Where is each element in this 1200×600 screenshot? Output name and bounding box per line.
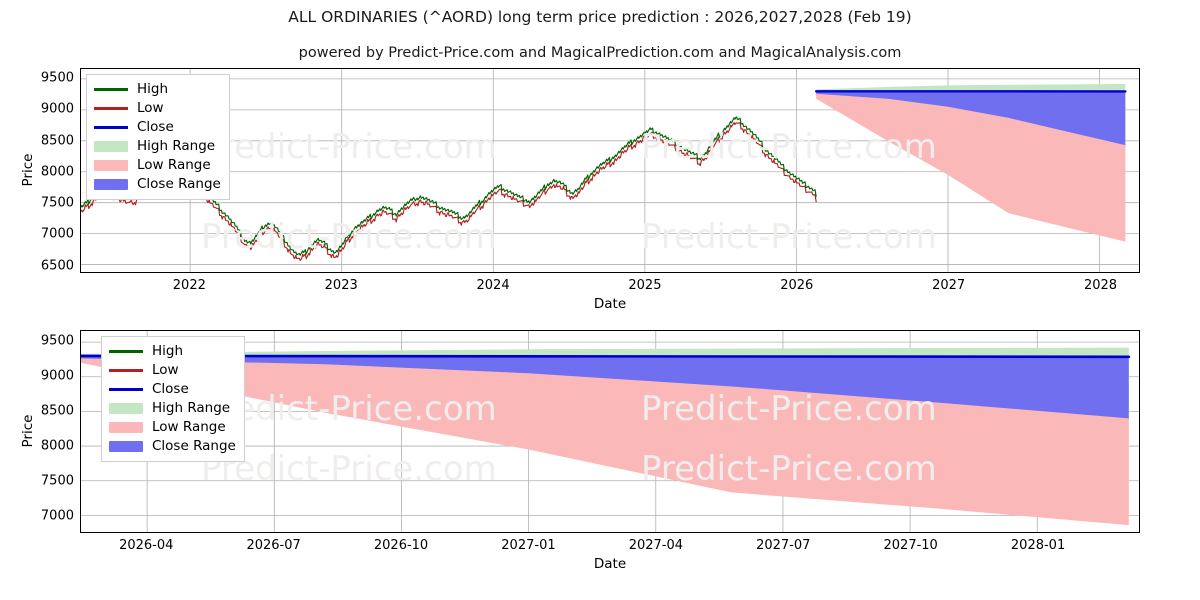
legend-item-low-top[interactable]: Low <box>94 99 221 118</box>
legend-swatch-line-icon <box>94 103 128 115</box>
legend-item-close-range-bottom[interactable]: Close Range <box>109 437 236 456</box>
y-tick-label: 7000 <box>40 226 74 242</box>
x-axis-ticks-top: 2022 2023 2024 2025 2026 2027 2028 <box>80 274 1140 294</box>
legend-item-high-bottom[interactable]: High <box>109 342 236 361</box>
legend-swatch-line-icon <box>109 346 143 358</box>
y-tick-label: 9000 <box>40 101 74 117</box>
chart-panel-top: Predict-Price.com Predict-Price.com Pred… <box>80 68 1140 273</box>
legend-swatch-patch-icon <box>94 160 128 171</box>
x-tick-label: 2028-01 <box>1010 538 1066 553</box>
x-tick-label: 2027 <box>932 278 966 293</box>
legend-label: Low Range <box>137 157 211 173</box>
x-tick-label: 2026 <box>780 278 814 293</box>
legend-item-low-range-top[interactable]: Low Range <box>94 156 221 175</box>
series-close-line <box>81 354 1131 359</box>
legend-label: Low Range <box>152 419 226 435</box>
x-axis-ticks-bottom: 2026-04 2026-07 2026-10 2027-01 2027-04 2027-… <box>80 534 1140 554</box>
y-axis-ticks-bottom: 7000 7500 8000 8500 9000 9500 <box>8 330 74 533</box>
y-tick-label: 7500 <box>40 473 74 489</box>
legend-label: Close <box>152 381 189 397</box>
legend-swatch-patch-icon <box>109 403 143 414</box>
x-tick-label: 2023 <box>324 278 358 293</box>
legend-label: High <box>152 343 184 359</box>
legend-item-close-bottom[interactable]: Close <box>109 380 236 399</box>
x-tick-label: 2027-01 <box>501 538 556 553</box>
plot-area-top: Predict-Price.com Predict-Price.com Pred… <box>80 68 1140 273</box>
page-title: ALL ORDINARIES (^AORD) long term price p… <box>288 8 912 26</box>
x-tick-label: 2027-04 <box>628 538 684 553</box>
legend-label: Close Range <box>137 176 221 192</box>
legend-item-low-bottom[interactable]: Low <box>109 361 236 380</box>
y-tick-label: 9500 <box>40 333 74 349</box>
legend-label: High Range <box>152 400 231 416</box>
x-tick-label: 2022 <box>172 278 206 293</box>
legend-swatch-patch-icon <box>109 441 143 452</box>
legend-item-low-range-bottom[interactable]: Low Range <box>109 418 236 437</box>
y-tick-label: 8500 <box>40 403 74 419</box>
legend-label: Low <box>137 100 164 116</box>
legend-swatch-line-icon <box>109 384 143 396</box>
legend-swatch-patch-icon <box>94 179 128 190</box>
legend-label: Close Range <box>152 438 236 454</box>
legend-item-close-top[interactable]: Close <box>94 118 221 137</box>
legend-swatch-line-icon <box>109 365 143 377</box>
y-tick-label: 6500 <box>40 258 74 273</box>
legend-label: Close <box>137 119 174 135</box>
y-tick-label: 8500 <box>40 133 74 148</box>
x-tick-label: 2026-07 <box>246 538 301 553</box>
band-low-range <box>81 358 1129 526</box>
x-tick-label: 2028 <box>1083 278 1118 293</box>
y-tick-label: 7500 <box>40 195 74 211</box>
x-tick-label: 2024 <box>476 278 510 293</box>
y-tick-label: 9000 <box>40 368 74 384</box>
legend-label: Low <box>152 362 179 378</box>
band-high-range <box>816 83 1126 92</box>
legend-swatch-line-icon <box>94 122 128 134</box>
legend-label: High Range <box>137 138 216 154</box>
legend-label: High <box>137 81 169 97</box>
plot-canvas-bottom <box>81 331 1139 532</box>
y-tick-label: 7000 <box>40 508 74 524</box>
plot-canvas-top <box>81 69 1139 272</box>
y-axis-title-top: Price <box>20 153 36 187</box>
legend-item-high-range-bottom[interactable]: High Range <box>109 399 236 418</box>
legend-top: High Low Close High Range Low Range Close Ran… <box>86 74 230 200</box>
legend-bottom: High Low Close High Range Low Range Close Ran… <box>101 336 245 462</box>
legend-swatch-patch-icon <box>109 422 143 433</box>
band-close-range <box>816 91 1126 147</box>
x-tick-label: 2027-10 <box>883 538 938 553</box>
x-tick-label: 2026-04 <box>119 538 174 553</box>
legend-item-high-range-top[interactable]: High Range <box>94 137 221 156</box>
x-tick-label: 2025 <box>628 278 662 293</box>
band-close-range <box>81 355 1129 421</box>
legend-swatch-patch-icon <box>94 141 128 152</box>
y-tick-label: 9500 <box>40 70 74 86</box>
legend-item-high-top[interactable]: High <box>94 80 221 99</box>
x-tick-label: 2026-10 <box>373 538 429 553</box>
legend-item-close-range-top[interactable]: Close Range <box>94 175 221 194</box>
band-high-range <box>81 347 1129 357</box>
x-tick-label: 2027-07 <box>756 538 811 553</box>
band-low-range <box>816 93 1126 242</box>
page-subtitle: powered by Predict-Price.com and Magical… <box>298 45 902 61</box>
y-tick-label: 8000 <box>40 438 74 454</box>
x-axis-title-bottom: Date <box>593 556 627 572</box>
y-axis-ticks-top: 6500 7000 7500 8000 8500 9000 9500 <box>8 68 74 274</box>
x-axis-title-top: Date <box>593 296 627 312</box>
legend-swatch-line-icon <box>94 84 128 96</box>
y-axis-title-bottom: Price <box>20 414 36 448</box>
y-tick-label: 8000 <box>40 164 74 180</box>
